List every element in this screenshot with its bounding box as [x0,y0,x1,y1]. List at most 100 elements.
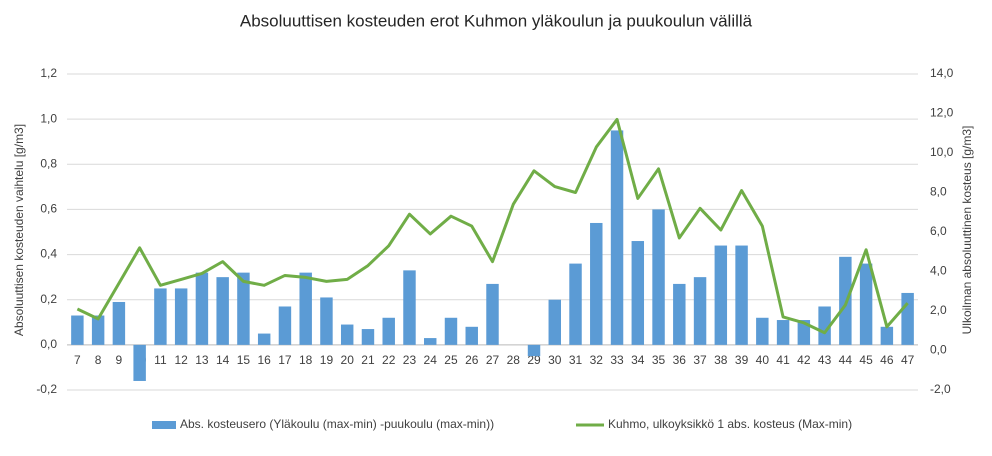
y-tick-label: 0,6 [40,202,57,216]
y2-tick-label: 10,0 [930,145,954,159]
bar [91,315,105,345]
x-tick-label: 14 [216,353,230,367]
bar [465,326,478,345]
bar [424,338,437,345]
bar [797,320,811,345]
bar [735,245,748,345]
bar [257,333,271,345]
x-tick-label: 18 [299,353,313,367]
bar [403,270,416,345]
x-tick-label: 45 [859,353,873,367]
y2-tick-label: 0,0 [930,343,947,357]
bar [673,283,686,345]
y2-tick-label: 4,0 [930,264,947,278]
bar [154,288,167,345]
bar [610,130,624,345]
x-tick-label: 15 [237,353,251,367]
x-tick-label: 42 [797,353,811,367]
bar [216,277,229,345]
x-tick-label: 36 [673,353,687,367]
x-tick-label: 20 [341,353,355,367]
bar [818,306,831,345]
line [76,117,909,335]
bar [859,263,873,345]
x-tick-label: 47 [901,353,915,367]
bar [361,329,375,345]
y2-tick-label: -2,0 [930,382,951,396]
x-tick-label: 26 [465,353,479,367]
bar [756,317,769,345]
x-tick-label: 38 [714,353,728,367]
y2-tick-label: 8,0 [930,185,947,199]
bar [320,297,333,345]
y2-tick-label: 2,0 [930,303,947,317]
legend-label: Kuhmo, ulkoyksikkö 1 abs. kosteus (Max-m… [608,417,852,431]
x-tick-label: 32 [590,353,604,367]
y-tick-label: 0,4 [40,247,57,261]
bar [548,299,561,345]
x-tick-label: 41 [776,353,790,367]
x-tick-label: 33 [610,353,624,367]
legend-swatch [152,421,176,429]
x-tick-label: 37 [693,353,707,367]
y-tick-label: 1,2 [40,66,57,80]
bar [278,306,292,345]
bar [340,324,354,345]
x-tick-label: 19 [320,353,334,367]
x-tick-label: 46 [880,353,894,367]
x-tick-label: 16 [258,353,272,367]
y2-tick-label: 6,0 [930,224,947,238]
bar [652,209,665,345]
y-tick-label: 0,0 [40,337,57,351]
bar [590,222,603,345]
x-tick-label: 11 [154,353,167,367]
legend-label: Abs. kosteusero (Yläkoulu (max-min) -puu… [180,417,494,431]
bar [901,292,914,345]
x-tick-label: 39 [735,353,749,367]
x-tick-label: 9 [116,353,123,367]
y2-axis-title: Ulkoilman absoluuttinen kosteus [g/m3] [960,126,974,335]
bar [569,263,582,345]
bar [444,317,458,345]
y-tick-label: 1,0 [40,111,57,125]
x-tick-label: 30 [548,353,562,367]
bar [776,320,790,345]
x-tick-label: 44 [839,353,853,367]
x-tick-label: 8 [95,353,102,367]
y-tick-label: -0,2 [36,382,57,396]
bar [237,272,250,345]
x-tick-label: 25 [444,353,458,367]
bar [112,301,126,345]
x-tick-label: 7 [74,353,81,367]
x-tick-label: 27 [486,353,500,367]
bar [880,326,894,345]
bar [71,315,84,345]
bar [174,288,188,345]
x-tick-label: 21 [361,353,375,367]
x-tick-label: 22 [382,353,396,367]
y2-tick-label: 14,0 [930,66,954,80]
chart-title: Absoluuttisen kosteuden erot Kuhmon yläk… [240,11,753,30]
x-tick-label: 28 [507,353,521,367]
x-tick-label: 40 [756,353,770,367]
bar [382,317,395,345]
bar [133,344,146,381]
bar [486,283,499,345]
x-tick-label: 13 [195,353,209,367]
x-tick-label: 24 [424,353,438,367]
y-tick-label: 0,2 [40,292,57,306]
x-tick-label: 23 [403,353,417,367]
y-axis-title: Absoluuttisen kosteuden vaihtelu [g/m3] [12,124,26,336]
x-tick-label: 29 [527,353,541,367]
x-tick-label: 43 [818,353,832,367]
x-tick-label: 34 [631,353,645,367]
x-tick-label: 17 [278,353,292,367]
x-tick-label: 12 [174,353,188,367]
bar [195,272,209,345]
bar [527,344,541,357]
x-tick-label: 31 [569,353,583,367]
bar [299,272,312,345]
x-tick-label: 35 [652,353,666,367]
bar [631,241,645,345]
